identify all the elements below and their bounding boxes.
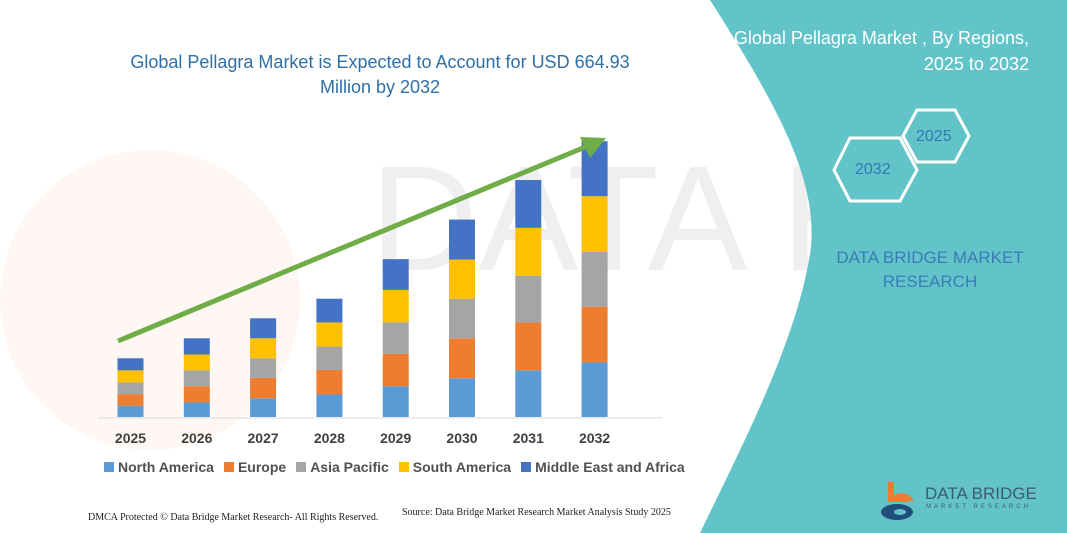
logo-subtext: MARKET RESEARCH bbox=[926, 504, 1031, 510]
bar-segment-2029-south-america bbox=[382, 289, 409, 323]
brand-line1: DATA BRIDGE MARKET bbox=[836, 248, 1024, 267]
legend-label: Middle East and Africa bbox=[535, 459, 685, 475]
bar-segment-2025-north-america bbox=[117, 405, 144, 417]
teal-panel bbox=[700, 0, 1067, 533]
brand-text: DATA BRIDGE MARKET RESEARCH bbox=[830, 246, 1030, 294]
bar-segment-2025-europe bbox=[117, 394, 144, 406]
legend-item-middle-east-and-africa: Middle East and Africa bbox=[521, 459, 685, 475]
legend-swatch bbox=[104, 462, 114, 472]
bar-segment-2030-asia-pacific bbox=[449, 298, 475, 339]
bar-segment-2026-asia-pacific bbox=[183, 370, 210, 387]
legend-label: South America bbox=[412, 459, 512, 475]
bar-segment-2028-asia-pacific bbox=[316, 346, 343, 370]
x-tick-2025: 2025 bbox=[114, 430, 147, 446]
bar-segment-2032-north-america bbox=[581, 362, 608, 417]
bar-segment-2027-middle-east-and-africa bbox=[250, 318, 277, 339]
bar-segment-2032-south-america bbox=[581, 196, 608, 253]
bar-segment-2030-north-america bbox=[449, 378, 475, 417]
legend: North America Europe Asia Pacific South Ame… bbox=[104, 459, 685, 475]
hexagon-2025 bbox=[901, 108, 971, 164]
bar-segment-2025-south-america bbox=[117, 370, 144, 383]
x-tick-2026: 2026 bbox=[181, 430, 213, 446]
bar-segment-2029-middle-east-and-africa bbox=[382, 259, 409, 290]
legend-item-europe: Europe bbox=[223, 459, 287, 475]
legend-swatch bbox=[521, 462, 532, 472]
x-tick-2031: 2031 bbox=[512, 430, 544, 446]
x-tick-2032: 2032 bbox=[579, 430, 611, 446]
bar-segment-2031-middle-east-and-africa bbox=[515, 179, 542, 228]
legend-label: Asia Pacific bbox=[310, 459, 389, 475]
bar-segment-2026-north-america bbox=[183, 402, 210, 417]
bar-segment-2030-europe bbox=[449, 338, 475, 379]
bar-segment-2031-asia-pacific bbox=[515, 275, 542, 323]
side-title-line2: 2025 to 2032 bbox=[923, 54, 1029, 74]
bar-segment-2026-middle-east-and-africa bbox=[183, 338, 210, 355]
bar-segment-2031-europe bbox=[515, 322, 542, 371]
trend-arrow bbox=[117, 137, 606, 344]
bar-segment-2032-asia-pacific bbox=[581, 252, 608, 307]
bar-segment-2025-middle-east-and-africa bbox=[117, 358, 144, 371]
legend-swatch bbox=[223, 462, 234, 472]
legend-label: North America bbox=[118, 459, 214, 475]
bars-group bbox=[117, 141, 608, 417]
side-title-line1: Global Pellagra Market , By Regions, bbox=[733, 28, 1029, 48]
bar-segment-2027-south-america bbox=[250, 338, 277, 359]
x-tick-2027: 2027 bbox=[247, 430, 279, 446]
bar-segment-2029-asia-pacific bbox=[382, 322, 409, 354]
hex-label-2032: 2032 bbox=[855, 161, 891, 178]
legend-swatch bbox=[398, 462, 409, 472]
bar-segment-2027-europe bbox=[250, 377, 277, 399]
logo-text: DATA BRIDGE bbox=[925, 484, 1037, 503]
bar-segment-2028-europe bbox=[316, 369, 343, 395]
bar-segment-2030-south-america bbox=[449, 259, 475, 299]
bar-segment-2027-north-america bbox=[250, 398, 277, 417]
brand-line2: RESEARCH bbox=[882, 272, 978, 291]
chart-title: Global Pellagra Market is Expected to Ac… bbox=[130, 52, 630, 97]
bar-segment-2028-north-america bbox=[316, 394, 343, 417]
bar-segment-2028-middle-east-and-africa bbox=[316, 298, 343, 323]
legend-item-asia-pacific: Asia Pacific bbox=[296, 459, 389, 475]
legend-label: Europe bbox=[237, 459, 287, 475]
bar-segment-2031-south-america bbox=[515, 227, 542, 276]
source-text: Source: Data Bridge Market Research Mark… bbox=[402, 507, 671, 518]
hex-label-2025: 2025 bbox=[916, 128, 952, 145]
hexagon-2032 bbox=[832, 136, 919, 203]
bar-segment-2030-middle-east-and-africa bbox=[449, 219, 475, 260]
side-panel-title: Global Pellagra Market , By Regions, 202… bbox=[734, 25, 1029, 77]
bar-segment-2026-south-america bbox=[183, 354, 210, 371]
bar-segment-2025-asia-pacific bbox=[117, 382, 144, 395]
x-tick-2030: 2030 bbox=[446, 430, 478, 446]
bar-segment-2029-north-america bbox=[382, 386, 409, 417]
bar-segment-2032-europe bbox=[581, 306, 608, 363]
legend-item-south-america: South America bbox=[398, 459, 512, 475]
x-tick-2028: 2028 bbox=[313, 430, 345, 446]
legend-swatch bbox=[296, 462, 307, 472]
bar-segment-2031-north-america bbox=[515, 370, 542, 417]
x-tick-2029: 2029 bbox=[380, 430, 412, 446]
bar-segment-2026-europe bbox=[183, 386, 210, 403]
legend-item-north-america: North America bbox=[104, 459, 214, 475]
bar-segment-2027-asia-pacific bbox=[250, 358, 277, 378]
copyright-text: DMCA Protected © Data Bridge Market Rese… bbox=[88, 512, 379, 523]
logo-icon bbox=[881, 482, 914, 520]
bar-segment-2029-europe bbox=[382, 353, 409, 387]
bar-segment-2028-south-america bbox=[316, 322, 343, 347]
